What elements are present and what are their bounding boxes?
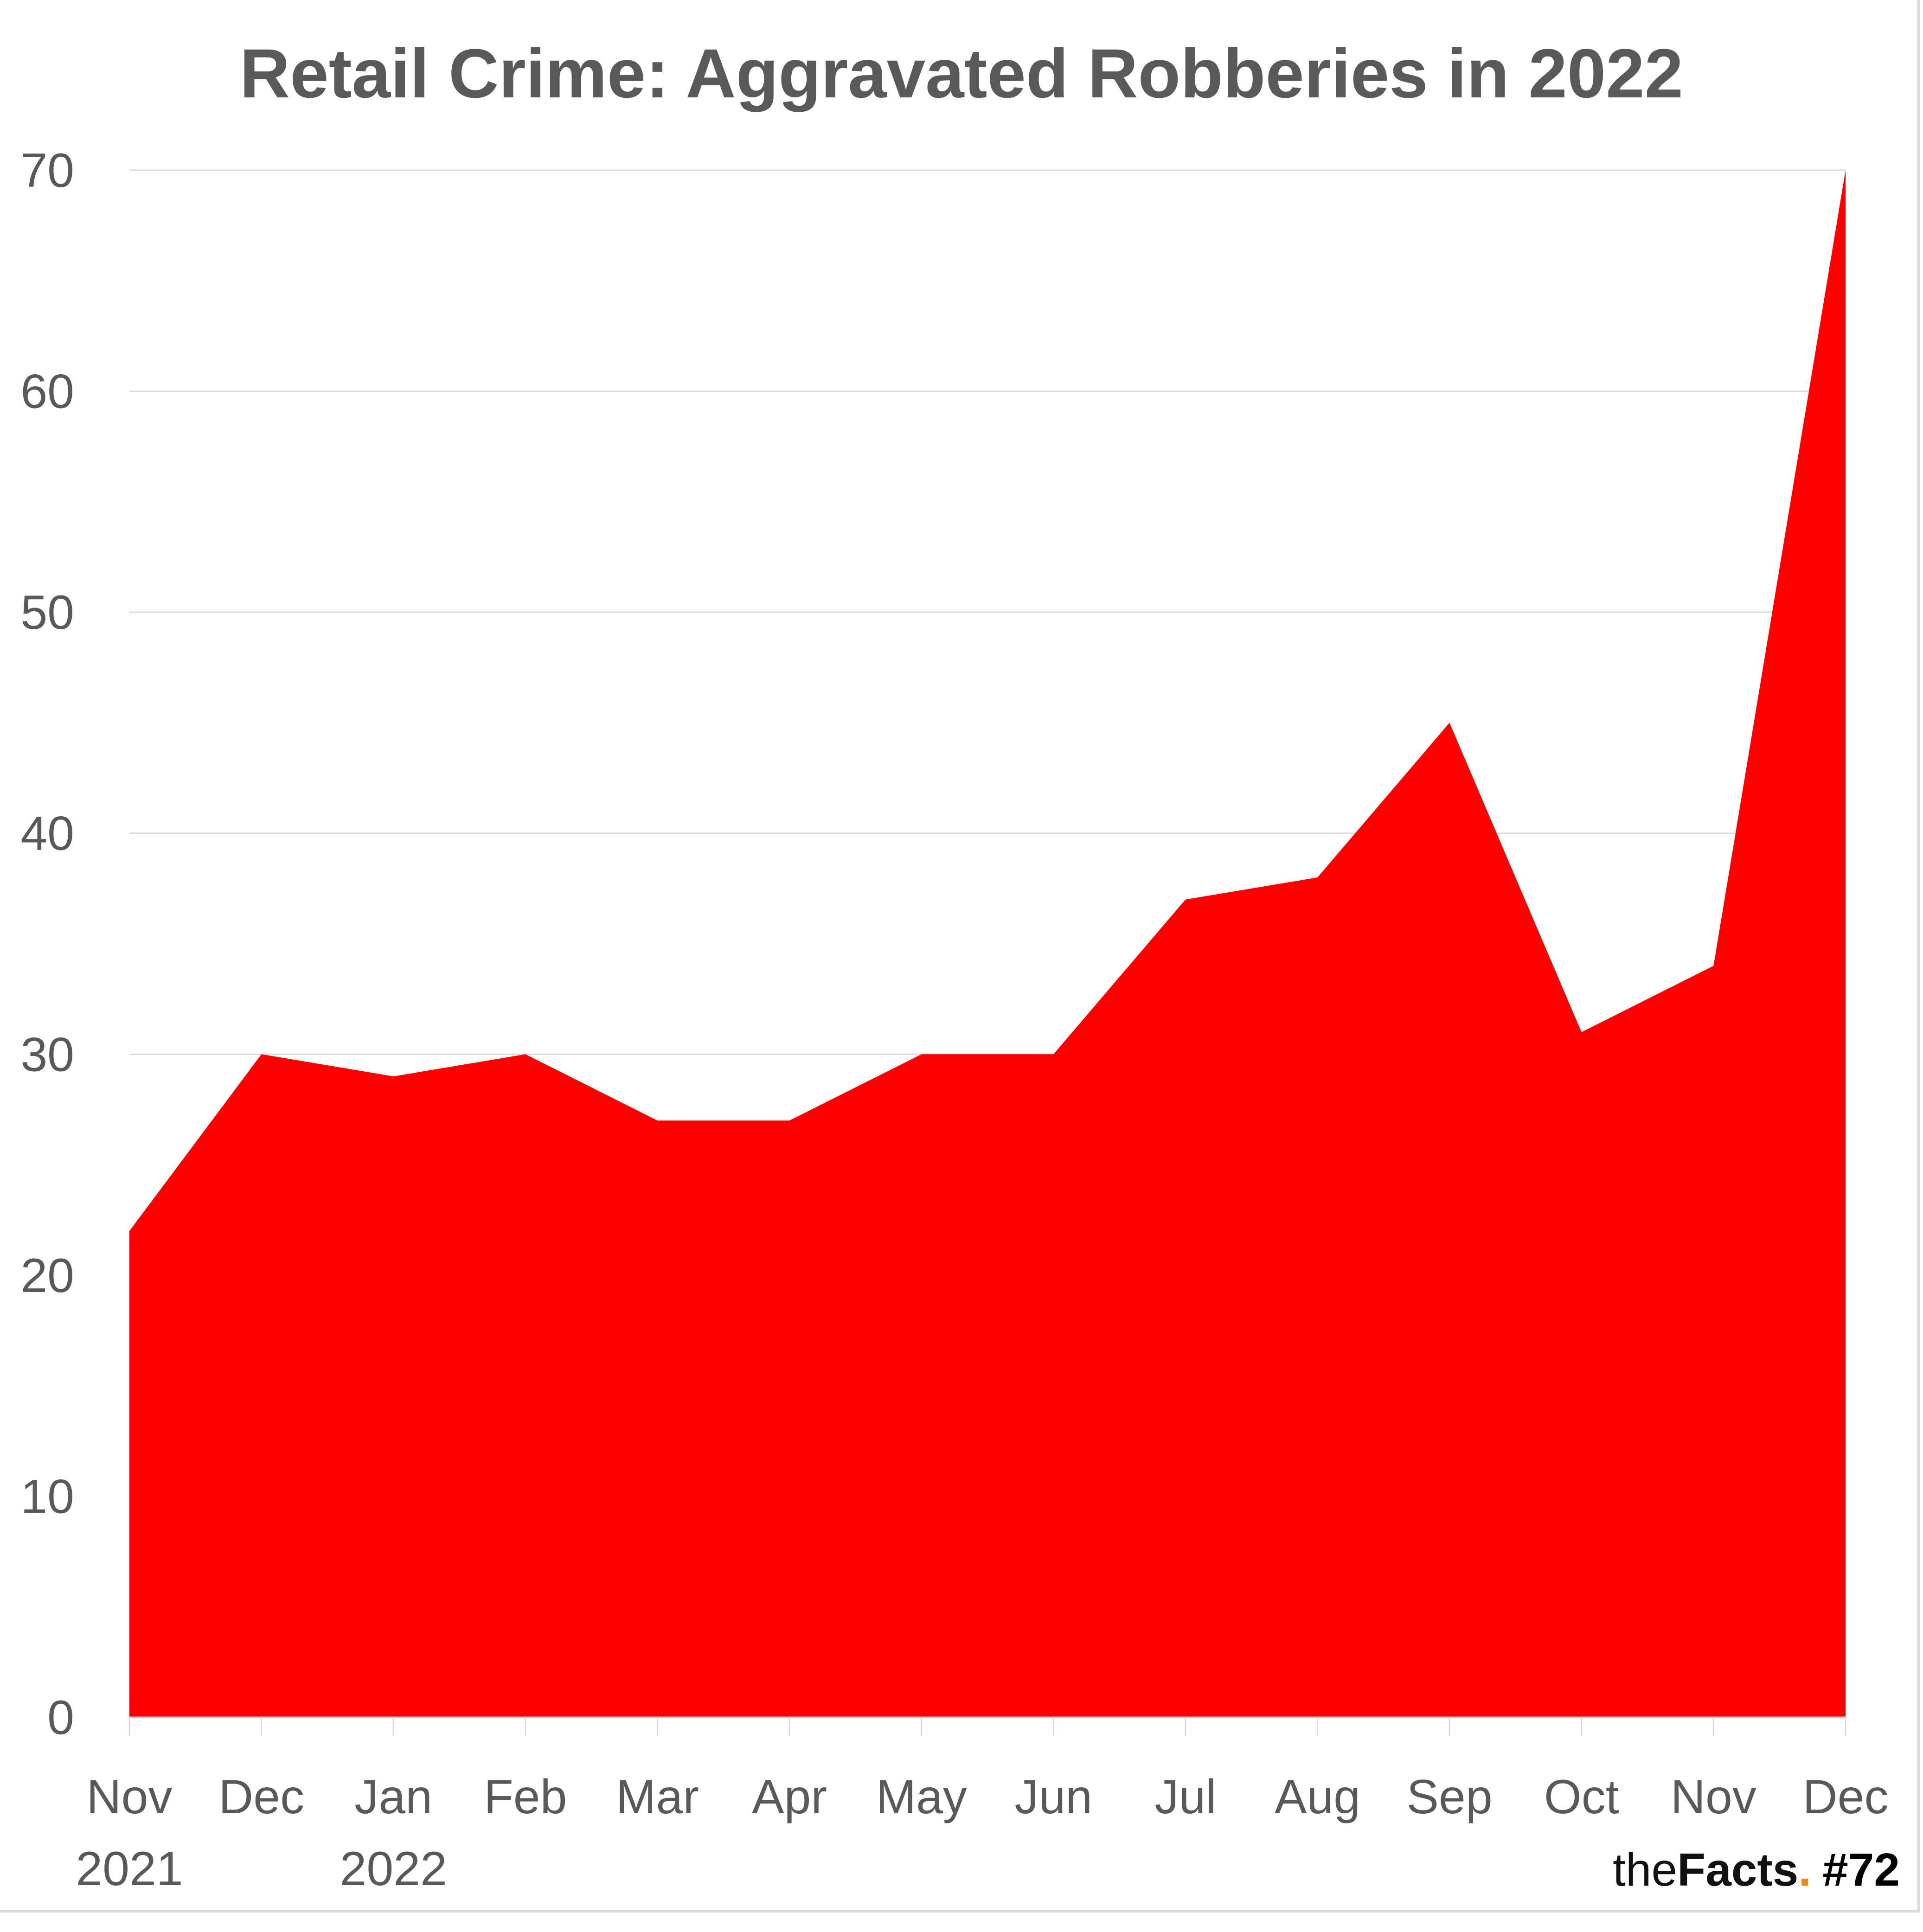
x-tick-label: Jul bbox=[1154, 1770, 1216, 1824]
y-tick-label: 60 bbox=[20, 365, 74, 419]
x-tick-label: Dec bbox=[1803, 1770, 1889, 1824]
x-tick-label: May bbox=[876, 1770, 967, 1824]
brand-logo: theFacts. #72 bbox=[1613, 1843, 1900, 1897]
brand-facts: Facts bbox=[1677, 1844, 1799, 1896]
x-tick-label: 2021 bbox=[76, 1842, 183, 1896]
x-tick-label: Oct bbox=[1544, 1770, 1619, 1824]
y-tick-label: 10 bbox=[20, 1470, 74, 1523]
y-tick-label: 20 bbox=[20, 1249, 74, 1303]
brand-dot: . bbox=[1798, 1844, 1812, 1896]
y-tick-label: 50 bbox=[20, 586, 74, 640]
x-tick-label: Nov bbox=[1671, 1770, 1756, 1824]
x-tick-label: Jan bbox=[354, 1770, 432, 1824]
x-tick-label: Nov bbox=[87, 1770, 173, 1824]
y-tick-label: 30 bbox=[20, 1028, 74, 1081]
y-tick-label: 40 bbox=[20, 807, 74, 861]
x-tick-label: Sep bbox=[1407, 1770, 1493, 1824]
y-tick-label: 70 bbox=[20, 144, 74, 198]
x-tick-label: Aug bbox=[1275, 1770, 1360, 1824]
x-tick-label: Dec bbox=[218, 1770, 304, 1824]
chart-title: Retail Crime: Aggravated Robberies in 20… bbox=[240, 34, 1683, 112]
x-tick-label: Mar bbox=[616, 1770, 699, 1824]
brand-the: the bbox=[1613, 1844, 1678, 1896]
area-series bbox=[129, 170, 1846, 1717]
x-tick-label: Feb bbox=[484, 1770, 567, 1824]
issue-number: #72 bbox=[1822, 1844, 1900, 1896]
y-tick-label: 0 bbox=[47, 1691, 74, 1745]
x-tick-label: Apr bbox=[752, 1770, 827, 1824]
x-tick-label: Jun bbox=[1014, 1770, 1092, 1824]
x-tick-label: 2022 bbox=[340, 1842, 447, 1896]
